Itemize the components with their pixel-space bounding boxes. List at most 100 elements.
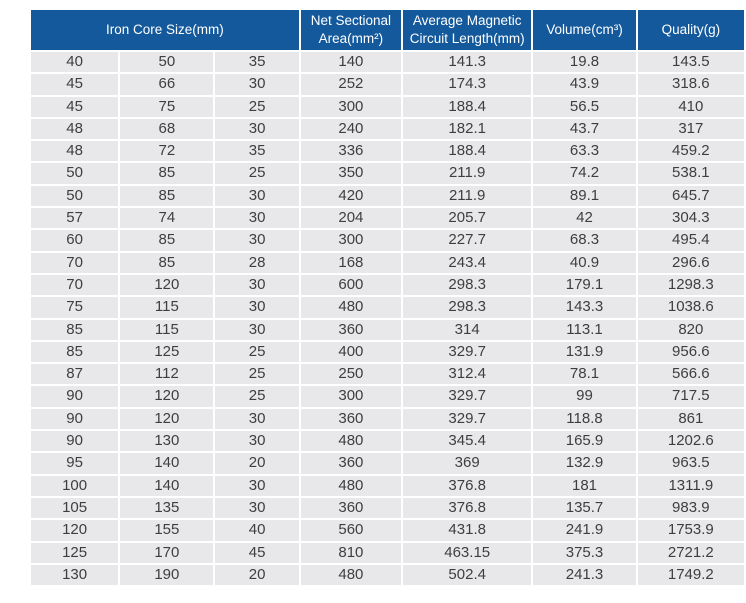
column-header-quality: Quality(g)	[637, 10, 744, 50]
table-row: 60 85 30 300 227.7 68.3 495.4	[31, 230, 744, 251]
table-cell: 89.1	[533, 185, 636, 207]
table-cell: 538.1	[637, 163, 744, 184]
table-row: 125 170 45 810 463.15 375.3 2721.2	[31, 542, 744, 563]
table-cell: 48	[31, 118, 119, 140]
table-cell: 188.4	[403, 96, 532, 117]
table-row: 40 50 35 140 141.3 19.8 143.5	[31, 52, 744, 73]
table-cell: 113.1	[533, 319, 636, 340]
table-cell: 120	[120, 408, 214, 430]
table-cell: 329.7	[403, 386, 532, 407]
table-row: 57 74 30 204 205.7 42 304.3	[31, 208, 744, 229]
table-row: 50 85 25 350 211.9 74.2 538.1	[31, 163, 744, 184]
table-cell: 115	[120, 319, 214, 340]
table-cell: 30	[215, 208, 299, 229]
table-cell: 74	[120, 208, 214, 229]
table-cell: 56.5	[533, 96, 636, 117]
table-cell: 329.7	[403, 408, 532, 430]
table-cell: 120	[120, 386, 214, 407]
table-cell: 143.5	[637, 52, 744, 73]
table-cell: 1038.6	[637, 297, 744, 318]
table-cell: 40.9	[533, 252, 636, 273]
table-cell: 135	[120, 497, 214, 519]
table-cell: 78.1	[533, 364, 636, 385]
table-cell: 336	[300, 141, 402, 162]
table-body: 40 50 35 140 141.3 19.8 143.5 45 66 30 252 174.3 43.…	[31, 52, 744, 586]
table-cell: 174.3	[403, 74, 532, 95]
table-cell: 170	[120, 542, 214, 563]
table-row: 48 68 30 240 182.1 43.7 317	[31, 118, 744, 140]
table-row: 100 140 30 480 376.8 181 1311.9	[31, 475, 744, 496]
table-cell: 35	[215, 52, 299, 73]
table-cell: 118.8	[533, 408, 636, 430]
table-cell: 480	[300, 431, 402, 452]
table-cell: 304.3	[637, 208, 744, 229]
table-header: Iron Core Size(mm) Net Sectional Area(mm…	[31, 10, 744, 50]
table-cell: 20	[215, 453, 299, 474]
table-cell: 963.5	[637, 453, 744, 474]
table-cell: 143.3	[533, 297, 636, 318]
table-cell: 480	[300, 297, 402, 318]
table-cell: 66	[120, 74, 214, 95]
table-cell: 131.9	[533, 341, 636, 363]
table-cell: 140	[120, 475, 214, 496]
table-cell: 30	[215, 74, 299, 95]
table-cell: 30	[215, 475, 299, 496]
table-cell: 345.4	[403, 431, 532, 452]
table-cell: 140	[120, 453, 214, 474]
table-cell: 30	[215, 185, 299, 207]
table-cell: 85	[120, 163, 214, 184]
table-cell: 560	[300, 520, 402, 541]
table-row: 48 72 35 336 188.4 63.3 459.2	[31, 141, 744, 162]
table-cell: 329.7	[403, 341, 532, 363]
table-cell: 502.4	[403, 564, 532, 586]
table-cell: 645.7	[637, 185, 744, 207]
table-cell: 50	[31, 163, 119, 184]
table-cell: 85	[31, 341, 119, 363]
table-cell: 376.8	[403, 475, 532, 496]
table-cell: 25	[215, 341, 299, 363]
table-cell: 241.9	[533, 520, 636, 541]
table-cell: 100	[31, 475, 119, 496]
table-cell: 314	[403, 319, 532, 340]
table-cell: 45	[215, 542, 299, 563]
table-cell: 298.3	[403, 297, 532, 318]
table-row: 95 140 20 360 369 132.9 963.5	[31, 453, 744, 474]
table-cell: 983.9	[637, 497, 744, 519]
table-row: 45 66 30 252 174.3 43.9 318.6	[31, 74, 744, 95]
table-cell: 105	[31, 497, 119, 519]
table-cell: 300	[300, 230, 402, 251]
table-cell: 25	[215, 386, 299, 407]
table-row: 70 120 30 600 298.3 179.1 1298.3	[31, 274, 744, 296]
table-cell: 1298.3	[637, 274, 744, 296]
table-cell: 130	[120, 431, 214, 452]
table-cell: 296.6	[637, 252, 744, 273]
table-cell: 600	[300, 274, 402, 296]
table-cell: 820	[637, 319, 744, 340]
table-cell: 70	[31, 274, 119, 296]
table-cell: 1311.9	[637, 475, 744, 496]
table-cell: 72	[120, 141, 214, 162]
table-row: 90 120 25 300 329.7 99 717.5	[31, 386, 744, 407]
table-cell: 19.8	[533, 52, 636, 73]
table-cell: 317	[637, 118, 744, 140]
table-cell: 50	[31, 185, 119, 207]
table-cell: 205.7	[403, 208, 532, 229]
table-cell: 179.1	[533, 274, 636, 296]
table-cell: 25	[215, 364, 299, 385]
table-cell: 40	[31, 52, 119, 73]
table-cell: 182.1	[403, 118, 532, 140]
table-cell: 318.6	[637, 74, 744, 95]
column-header-average-magnetic-circuit-length: Average Magnetic Circuit Length(mm)	[403, 10, 532, 50]
table-cell: 1753.9	[637, 520, 744, 541]
table-cell: 90	[31, 431, 119, 452]
table-cell: 85	[120, 230, 214, 251]
table-row: 87 112 25 250 312.4 78.1 566.6	[31, 364, 744, 385]
table-cell: 165.9	[533, 431, 636, 452]
table-cell: 42	[533, 208, 636, 229]
table-cell: 400	[300, 341, 402, 363]
table-cell: 243.4	[403, 252, 532, 273]
column-header-iron-core-size: Iron Core Size(mm)	[31, 10, 299, 50]
table-cell: 168	[300, 252, 402, 273]
table-cell: 130	[31, 564, 119, 586]
table-cell: 95	[31, 453, 119, 474]
